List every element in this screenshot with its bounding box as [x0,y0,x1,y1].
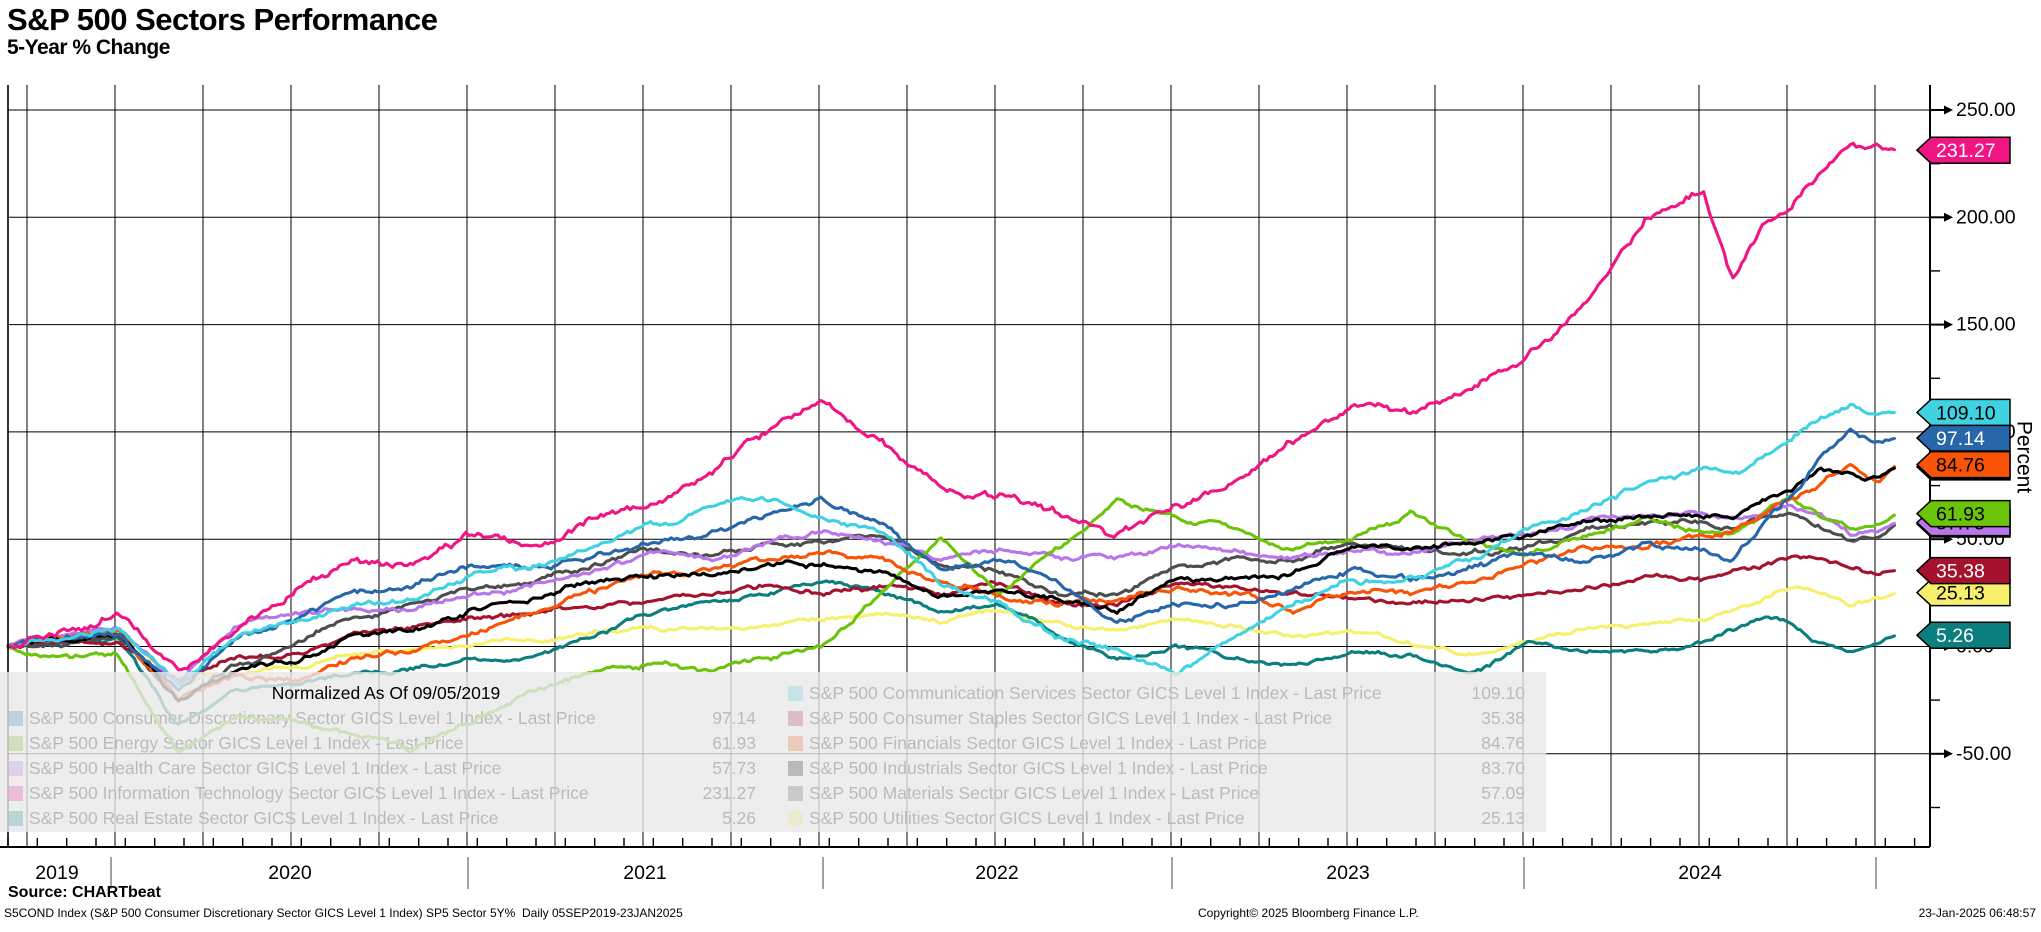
y-tick-arrow [1944,320,1953,330]
y-tick-label: 250.00 [1956,99,2016,121]
page-subtitle: 5-Year % Change [7,36,170,59]
year-label: 2022 [975,862,1018,884]
y-tick-arrow [1944,212,1953,222]
svg-text:25.13: 25.13 [1936,583,1985,605]
series-line-utilities[interactable] [6,585,1896,685]
footer-timestamp: 23-Jan-2025 06:48:57 [1918,906,2036,920]
year-label: 2020 [268,862,312,884]
last-price-tag-energy[interactable]: 61.93 [1915,499,2011,528]
series-line-comm_svcs[interactable] [6,402,1896,687]
legend-normalized-note: Normalized As Of 09/05/2019 [271,683,501,703]
series-line-cons_disc[interactable] [6,427,1896,692]
svg-text:97.14: 97.14 [1936,428,1985,450]
y-tick-label: 150.00 [1956,314,2016,336]
footer-ticker-line: S5COND Index (S&P 500 Consumer Discretio… [4,906,683,920]
series-line-cons_staples[interactable] [6,554,1896,683]
svg-text:61.93: 61.93 [1936,504,1985,526]
last-price-tag-utilities[interactable]: 25.13 [1915,578,2011,607]
svg-text:35.38: 35.38 [1936,561,1985,583]
y-tick-label: 200.00 [1956,206,2016,228]
series-line-financials[interactable] [6,462,1896,701]
year-label: 2023 [1326,862,1369,884]
legend-panel [0,672,1546,832]
svg-text:109.10: 109.10 [1936,402,1996,424]
year-label: 2024 [1678,862,1722,884]
svg-text:84.76: 84.76 [1936,455,1985,477]
svg-text:5.26: 5.26 [1936,625,1974,647]
y-axis-title: Percent [2013,421,2036,494]
series-line-info_tech[interactable] [6,141,1896,672]
last-price-tag-info_tech[interactable]: 231.27 [1915,136,2011,164]
last-price-tag-real_estate[interactable]: 5.26 [1915,621,2011,649]
last-price-tag-financials[interactable]: 84.76 [1915,450,2011,479]
series-line-industrials[interactable] [6,466,1896,703]
last-price-tag-comm_svcs[interactable]: 109.10 [1915,398,2011,427]
footer-source: Source: CHARTbeat [8,884,161,901]
last-price-tag-cons_staples[interactable]: 35.38 [1915,556,2011,585]
y-tick-label: -50.00 [1956,743,2011,765]
year-label: 2019 [35,862,78,884]
last-price-tag-cons_disc[interactable]: 97.14 [1915,424,2011,452]
y-tick-arrow [1944,749,1953,759]
svg-text:231.27: 231.27 [1936,140,1996,162]
footer-copyright: Copyright© 2025 Bloomberg Finance L.P. [1198,906,1419,920]
page-title: S&P 500 Sectors Performance [7,2,438,37]
year-label: 2021 [623,862,666,884]
y-tick-arrow [1944,105,1953,115]
